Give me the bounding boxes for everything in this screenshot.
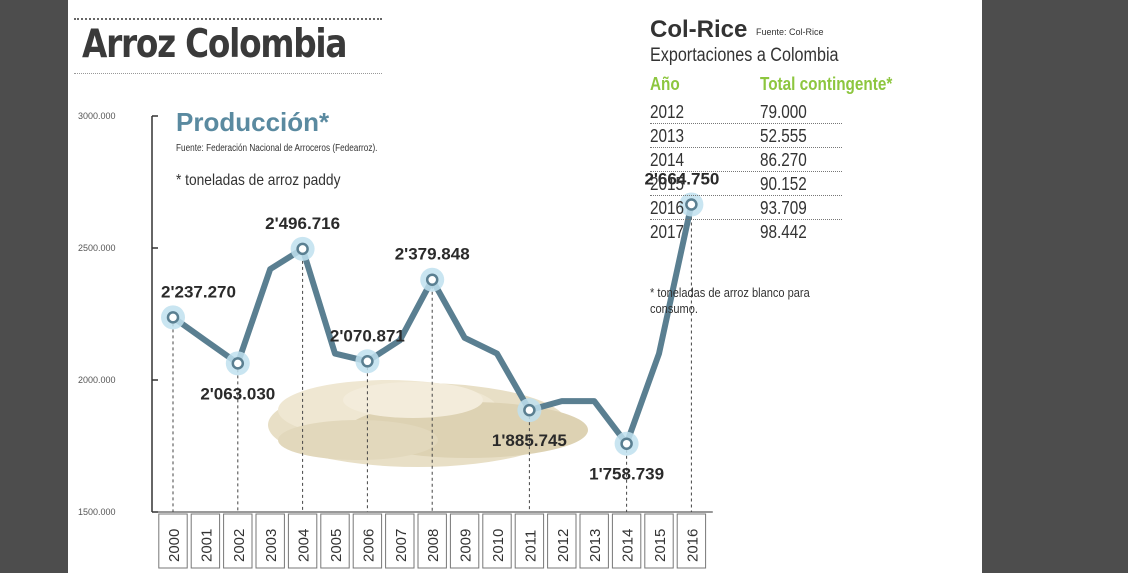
y-tick-label: 3000.000: [78, 111, 116, 121]
x-tick-box: [352, 513, 383, 569]
x-tick-box: [320, 513, 350, 569]
point-value-label: 2'664.750: [644, 170, 719, 189]
x-tick-label: 2001: [198, 529, 215, 562]
table-row: 2012 79.000: [650, 100, 842, 124]
x-tick-label: 2000: [166, 529, 183, 562]
table-cell-year: 2014: [650, 150, 685, 170]
x-tick-label: 2005: [328, 529, 345, 562]
x-tick-box: [482, 513, 512, 569]
table-cell-year: 2013: [650, 126, 685, 146]
table-cell-year: 2012: [650, 102, 685, 122]
production-source: Fuente: Federación Nacional de Arroceros…: [176, 143, 378, 154]
colrice-title: Col-Rice: [650, 16, 748, 43]
table-cell-total: 98.442: [760, 222, 807, 242]
table-cell-total: 79.000: [760, 102, 807, 122]
data-point: [523, 403, 536, 417]
x-tick-box: [449, 513, 480, 569]
x-tick-label: 2004: [296, 529, 313, 562]
data-point: [231, 357, 245, 370]
x-tick-box: [417, 513, 447, 569]
point-value-label: 2'237.270: [161, 282, 236, 301]
x-tick-label: 2011: [522, 530, 539, 562]
table-cell-total: 93.709: [760, 198, 807, 218]
table-cell-total: 52.555: [760, 126, 807, 146]
data-point: [296, 242, 309, 256]
x-tick-label: 2006: [360, 529, 377, 562]
table-row: 2015 90.152: [650, 172, 842, 196]
table-cell-year: 2015: [650, 174, 685, 194]
table-row: 2016 93.709: [650, 196, 842, 220]
y-tick-label: 2500.000: [78, 243, 116, 253]
point-value-label: 1'885.745: [492, 431, 567, 450]
colrice-subtitle: Exportaciones a Colombia: [650, 45, 839, 66]
point-value-label: 2'496.716: [265, 214, 340, 233]
x-tick-box: [676, 513, 707, 569]
table-row: 2014 86.270: [650, 148, 842, 172]
x-tick-label: 2015: [652, 529, 669, 562]
x-tick-label: 2009: [458, 529, 475, 562]
point-value-label: 1'758.739: [589, 465, 664, 484]
y-tick-label: 2000.000: [78, 375, 116, 385]
data-point: [620, 437, 633, 450]
table-cell-total: 90.152: [760, 174, 807, 194]
x-tick-label: 2002: [231, 529, 248, 562]
drop-lines: [172, 204, 692, 512]
y-tick-label: 1500.000: [78, 507, 116, 517]
point-labels: 2'237.270 2'063.030 2'496.716 2'070.871 2'37…: [161, 170, 719, 484]
point-value-label: 2'379.848: [395, 245, 470, 264]
table-header-total: Total contingente*: [760, 74, 893, 94]
x-tick-label: 2014: [620, 529, 637, 562]
x-tick-box: [223, 513, 253, 569]
production-title: Producción*: [176, 107, 330, 137]
x-tick-box: [287, 513, 318, 569]
x-tick-box: [190, 513, 221, 569]
x-tick-box: [644, 513, 674, 569]
table-cell-year: 2017: [650, 222, 685, 242]
table-row: 2017 98.442: [650, 220, 842, 243]
x-tick-label: 2003: [263, 529, 280, 562]
x-axis: 2000 2001 2002 2003 2004 2005 2006 2007 2008 2009…: [152, 511, 713, 569]
data-point: [166, 311, 180, 324]
x-tick-box: [579, 513, 609, 569]
table-footnote: * toneladas de arroz blanco para consumo…: [650, 285, 810, 316]
data-point: [425, 273, 439, 286]
table-cell-total: 86.270: [760, 150, 807, 170]
title-top-rule: [74, 18, 382, 20]
x-tick-label: 2010: [490, 529, 507, 562]
x-tick-label: 2012: [555, 529, 572, 562]
x-tick-box: [385, 513, 415, 569]
x-tick-label: 2008: [425, 529, 442, 562]
table-header-year: Año: [650, 74, 680, 94]
x-tick-box: [547, 513, 577, 569]
x-tick-box: [158, 513, 188, 569]
y-axis: 1500.000 2000.000 2500.000 3000.000: [78, 111, 158, 517]
infographic-card: 1500.000 2000.000 2500.000 3000.000 2000 200…: [68, 0, 982, 573]
x-tick-box: [611, 513, 642, 569]
table-cell-year: 2016: [650, 198, 685, 218]
title-bottom-rule: [74, 73, 382, 74]
x-tick-label: 2016: [684, 529, 701, 562]
point-value-label: 2'070.871: [330, 326, 405, 345]
x-tick-label: 2013: [587, 529, 604, 562]
x-tick-box: [255, 513, 285, 569]
data-point: [361, 355, 374, 368]
data-point: [685, 198, 698, 211]
x-tick-label: 2007: [393, 529, 410, 562]
table-row: 2013 52.555: [650, 124, 842, 148]
rice-pile-illustration: [268, 380, 588, 467]
colrice-source: Fuente: Col-Rice: [756, 27, 824, 37]
point-value-label: 2'063.030: [200, 384, 275, 403]
x-tick-box: [514, 513, 545, 569]
production-note: * toneladas de arroz paddy: [176, 172, 341, 189]
page-title: Arroz Colombia: [82, 22, 347, 67]
production-series: [161, 192, 704, 456]
